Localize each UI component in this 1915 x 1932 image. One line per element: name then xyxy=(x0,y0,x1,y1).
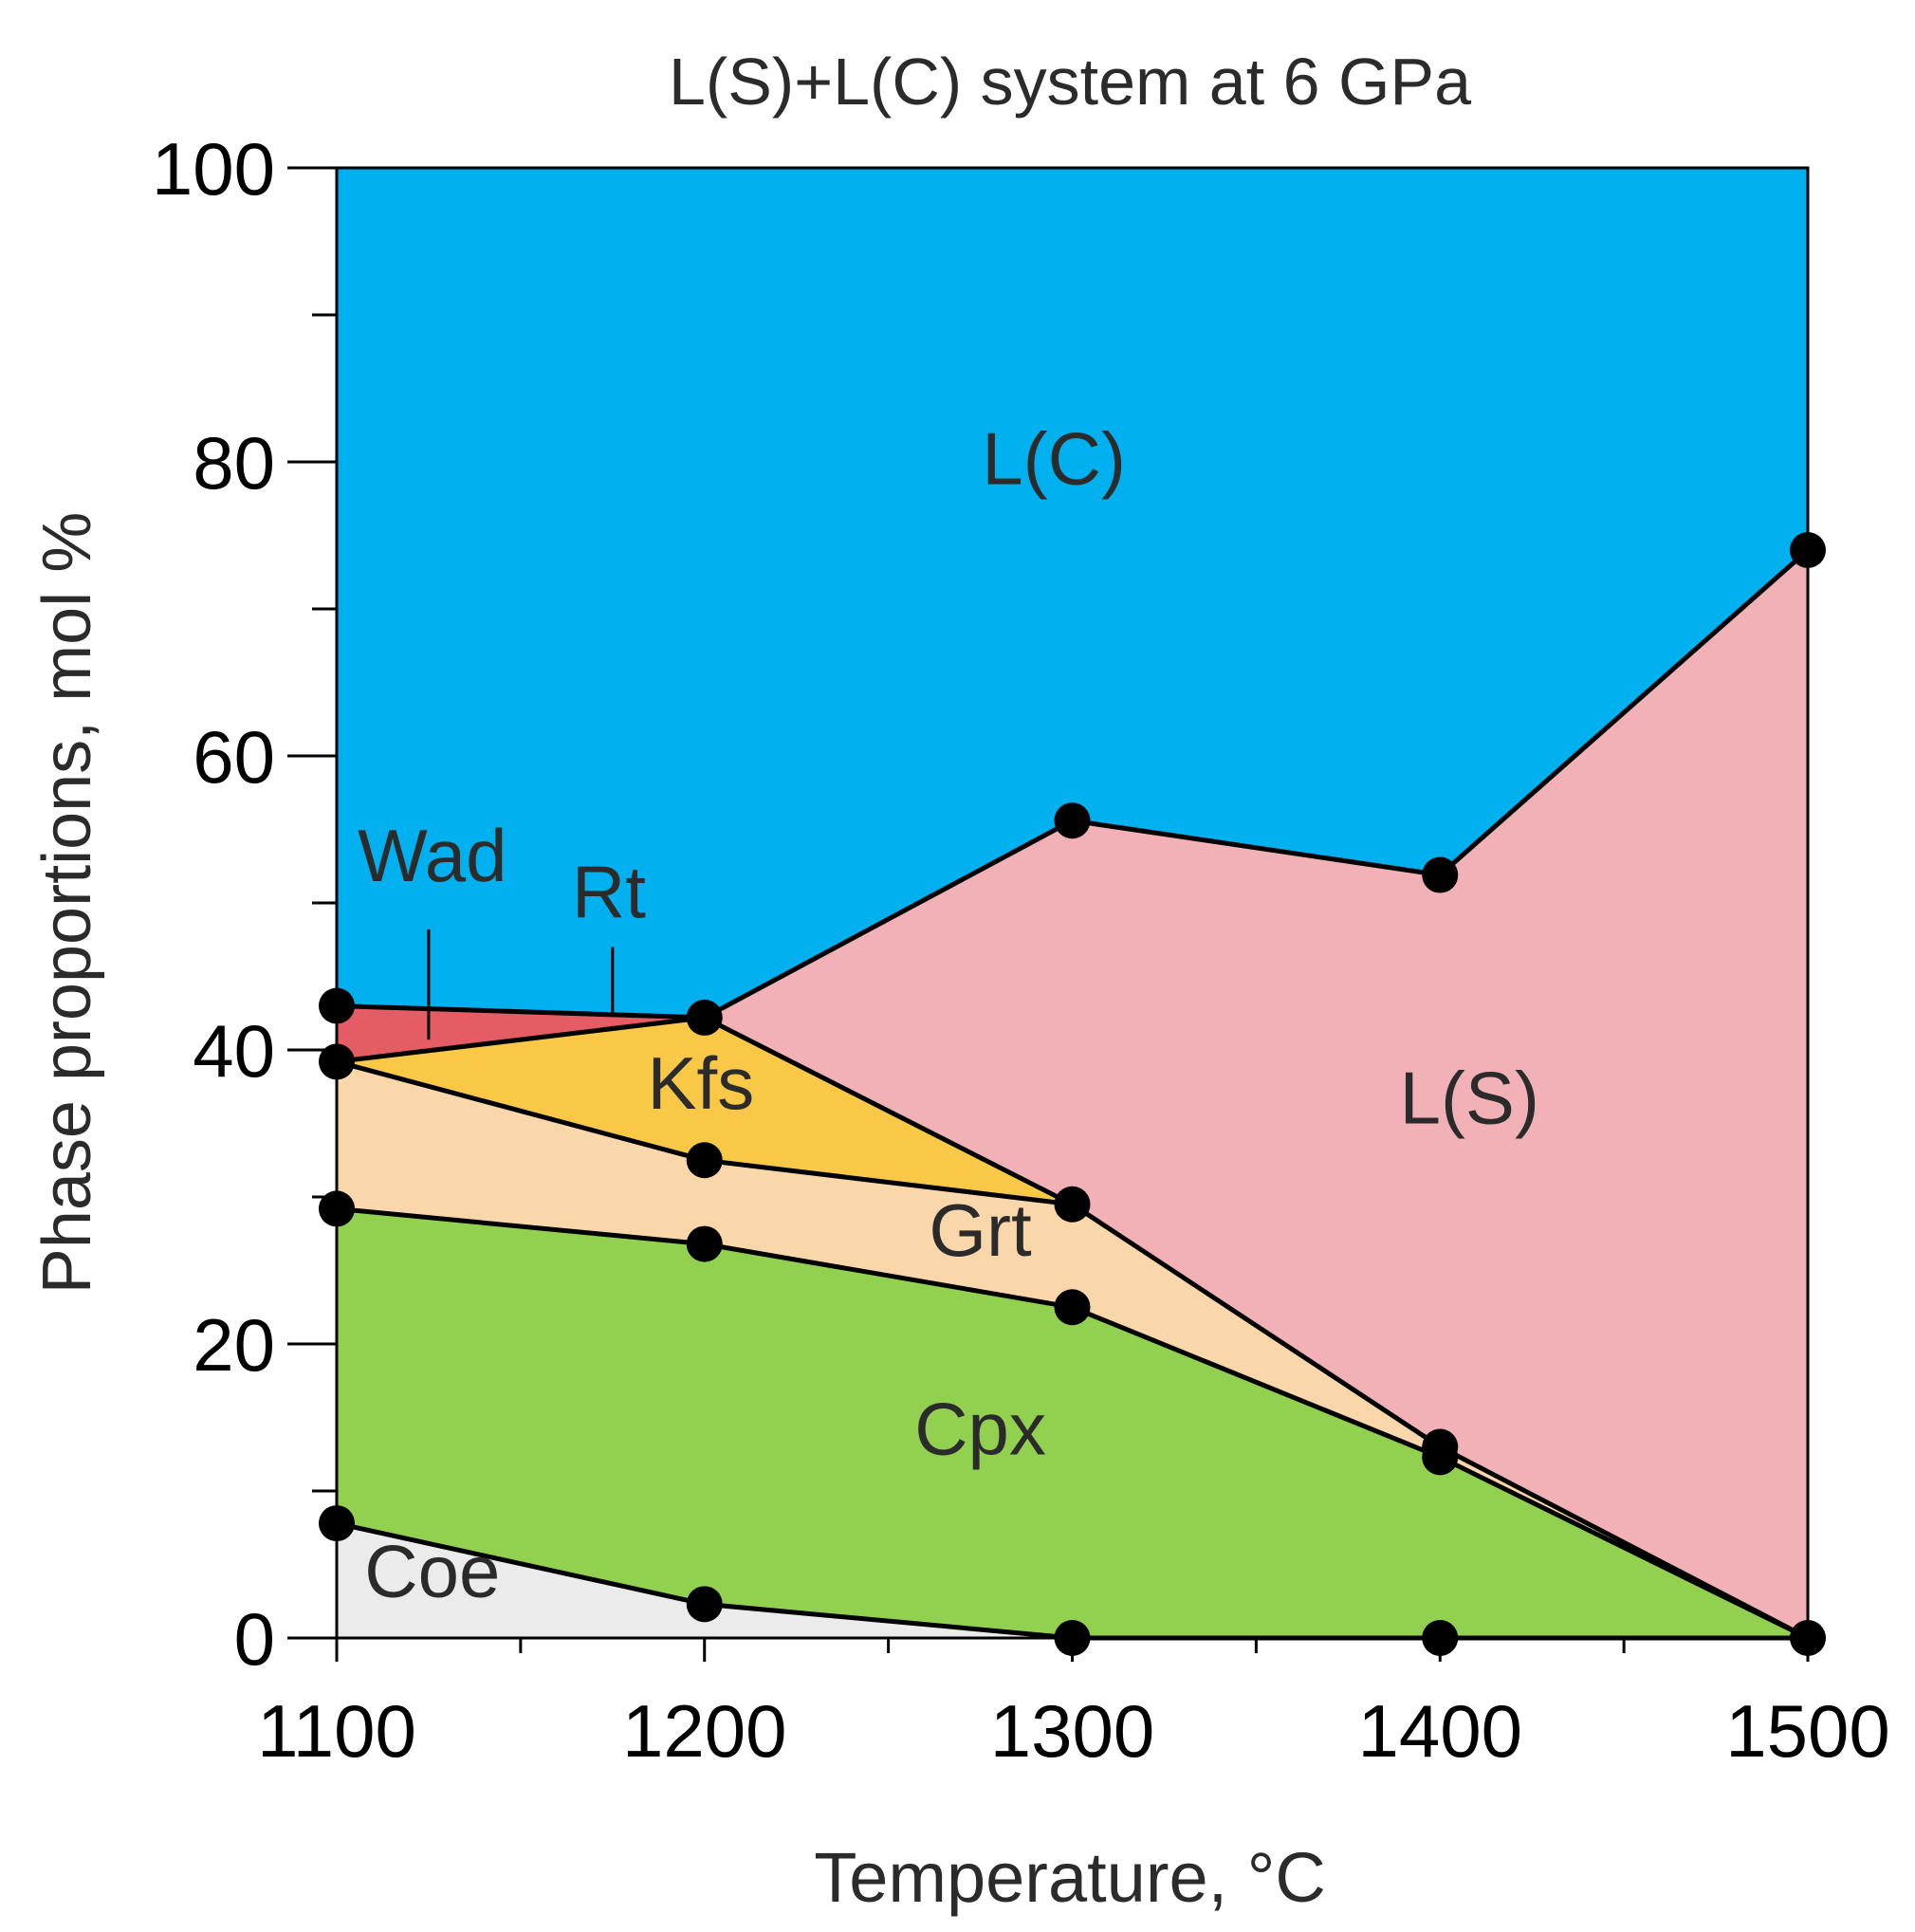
label-l-c: L(C) xyxy=(982,416,1126,500)
axes: 1100 1200 1300 1400 1500 0 20 40 60 80 100 xyxy=(152,127,1890,1773)
data-point xyxy=(686,1586,723,1623)
label-cpx: Cpx xyxy=(914,1387,1046,1470)
x-tick-label: 1200 xyxy=(622,1689,787,1773)
boundary-kfs-wad xyxy=(336,1015,706,1064)
data-point xyxy=(319,1190,355,1227)
y-tick-label: 40 xyxy=(193,1009,275,1093)
x-tick-label: 1100 xyxy=(257,1689,416,1773)
y-tick-label: 60 xyxy=(193,715,275,799)
data-point xyxy=(1054,1289,1091,1326)
y-tick-label: 0 xyxy=(234,1597,275,1681)
label-grt: Grt xyxy=(929,1188,1032,1272)
data-point xyxy=(319,1043,355,1080)
data-point xyxy=(1790,1620,1826,1656)
x-axis-label: Temperature, °C xyxy=(814,1838,1326,1917)
label-leaders xyxy=(427,929,615,1040)
y-tick-label: 80 xyxy=(193,421,275,505)
boundary-wad-rt xyxy=(336,1003,705,1021)
data-point xyxy=(686,1225,723,1262)
y-tick-label: 20 xyxy=(193,1303,275,1387)
x-tick-label: 1400 xyxy=(1357,1689,1522,1773)
label-wad: Wad xyxy=(358,814,507,897)
x-tick-label: 1500 xyxy=(1725,1689,1890,1773)
data-point xyxy=(686,999,723,1036)
data-point xyxy=(1054,1186,1091,1223)
data-point xyxy=(319,1505,355,1542)
phase-regions xyxy=(336,167,1809,1639)
boundary-l-s-l-c xyxy=(703,548,1810,1021)
region-labels: L(C) L(S) Kfs Grt Cpx Coe Wad Rt xyxy=(358,416,1539,1612)
data-point xyxy=(1422,1620,1459,1656)
chart-title: L(S)+L(C) system at 6 GPa xyxy=(669,45,1471,119)
label-l-s: L(S) xyxy=(1400,1057,1539,1140)
data-point xyxy=(1422,856,1459,893)
label-rt: Rt xyxy=(572,851,646,934)
data-point xyxy=(1790,532,1826,568)
y-tick-label: 100 xyxy=(152,127,275,211)
data-point xyxy=(686,1142,723,1179)
boundary-kfs-grt-l-s xyxy=(703,1015,1810,1641)
data-point xyxy=(1054,1620,1091,1656)
data-point xyxy=(1054,802,1091,839)
x-tick-label: 1300 xyxy=(990,1689,1155,1773)
label-coe: Coe xyxy=(364,1530,500,1613)
label-kfs: Kfs xyxy=(648,1041,755,1125)
data-points xyxy=(319,532,1826,1656)
data-point xyxy=(1422,1428,1459,1465)
y-axis-label: Phase proportions, mol % xyxy=(29,512,105,1294)
data-point xyxy=(319,987,355,1024)
